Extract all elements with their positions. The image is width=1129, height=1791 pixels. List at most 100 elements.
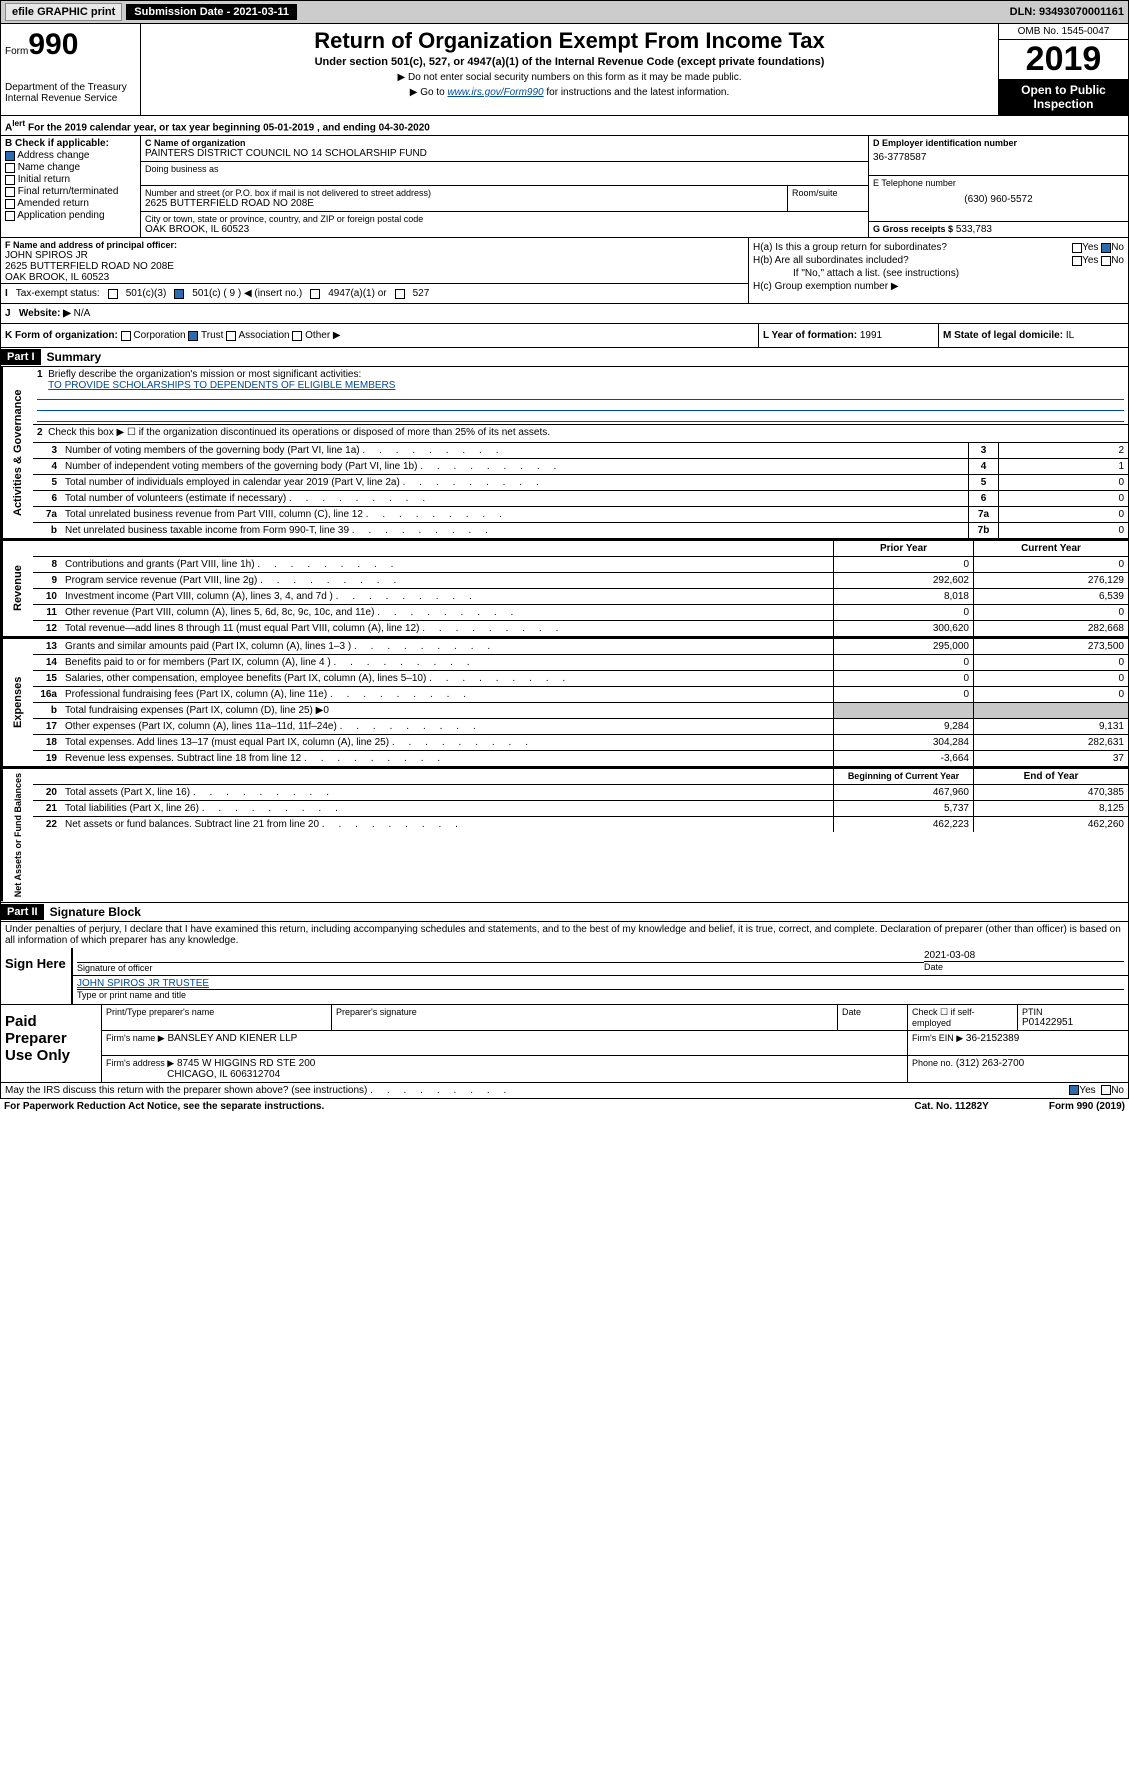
officer-name: JOHN SPIROS JR (5, 250, 744, 261)
name-title-label: Type or print name and title (77, 989, 1124, 1000)
table-row: 12Total revenue—add lines 8 through 11 (… (33, 621, 1128, 636)
firm-phone: (312) 263-2700 (956, 1058, 1024, 1069)
corp-checkbox[interactable] (121, 331, 131, 341)
table-row: 15Salaries, other compensation, employee… (33, 671, 1128, 687)
officer-addr1: 2625 BUTTERFIELD ROAD NO 208E (5, 261, 744, 272)
form-label: Form (5, 46, 28, 57)
table-row: 14Benefits paid to or for members (Part … (33, 655, 1128, 671)
discuss-yes[interactable] (1069, 1085, 1079, 1095)
org-name: PAINTERS DISTRICT COUNCIL NO 14 SCHOLARS… (145, 148, 864, 159)
year-range: Alert For the 2019 calendar year, or tax… (0, 116, 1129, 136)
opt-assoc: Association (238, 330, 289, 341)
table-row: 10Investment income (Part VIII, column (… (33, 589, 1128, 605)
efile-btn[interactable]: efile GRAPHIC print (5, 3, 122, 21)
firm-name-label: Firm's name ▶ (106, 1033, 165, 1043)
table-row: 13Grants and similar amounts paid (Part … (33, 639, 1128, 655)
check-final-return-terminated[interactable] (5, 187, 15, 197)
officer-typed-name: JOHN SPIROS JR TRUSTEE (77, 978, 1124, 989)
check-self: Check ☐ if self-employed (908, 1005, 1018, 1030)
website-value: N/A (74, 308, 91, 319)
note2-post: for instructions and the latest informat… (544, 87, 730, 98)
end-year-header: End of Year (973, 769, 1128, 784)
expenses-section: Expenses 13Grants and similar amounts pa… (0, 637, 1129, 767)
501c-checkbox[interactable] (174, 289, 184, 299)
revenue-label: Revenue (1, 541, 33, 636)
opt-other: Other ▶ (305, 330, 340, 341)
table-row: 11Other revenue (Part VIII, column (A), … (33, 605, 1128, 621)
signature-section: Under penalties of perjury, I declare th… (0, 922, 1129, 1005)
telephone: (630) 960-5572 (873, 194, 1124, 205)
officer-label: F Name and address of principal officer: (5, 240, 744, 250)
org-name-label: C Name of organization (145, 138, 864, 148)
table-row: 16aProfessional fundraising fees (Part I… (33, 687, 1128, 703)
mission-text: TO PROVIDE SCHOLARSHIPS TO DEPENDENTS OF… (48, 380, 395, 391)
check-application-pending[interactable] (5, 211, 15, 221)
501c3-checkbox[interactable] (108, 289, 118, 299)
footer-left: For Paperwork Reduction Act Notice, see … (4, 1101, 324, 1112)
tax-year: 2019 (999, 40, 1128, 79)
part1-title: Summary (41, 348, 108, 366)
opt-corp: Corporation (133, 330, 185, 341)
table-row: 21Total liabilities (Part X, line 26)5,7… (33, 801, 1128, 817)
gross-label: G Gross receipts $ (873, 224, 953, 234)
527-checkbox[interactable] (395, 289, 405, 299)
check-address-change[interactable] (5, 151, 15, 161)
ha-yes[interactable] (1072, 243, 1082, 253)
hb-no[interactable] (1101, 256, 1111, 266)
prior-year-header: Prior Year (833, 541, 973, 556)
part1-header: Part I (1, 349, 41, 365)
irs-link[interactable]: www.irs.gov/Form990 (447, 87, 543, 98)
net-assets-section: Net Assets or Fund Balances Beginning of… (0, 767, 1129, 902)
discuss-no[interactable] (1101, 1085, 1111, 1095)
ha-no[interactable] (1101, 243, 1111, 253)
form-note1: ▶ Do not enter social security numbers o… (149, 72, 990, 83)
city-label: City or town, state or province, country… (145, 214, 864, 224)
street-address: 2625 BUTTERFIELD ROAD NO 208E (145, 198, 783, 209)
year-formation-label: L Year of formation: (763, 330, 857, 341)
check-amended-return[interactable] (5, 199, 15, 209)
city-state-zip: OAK BROOK, IL 60523 (145, 224, 864, 235)
tel-label: E Telephone number (873, 178, 1124, 188)
table-row: 8Contributions and grants (Part VIII, li… (33, 557, 1128, 573)
line1-label: Briefly describe the organization's miss… (48, 369, 361, 380)
submission-date: Submission Date - 2021-03-11 (126, 4, 297, 20)
sig-date: 2021-03-08 (924, 950, 1124, 961)
table-row: 6Total number of volunteers (estimate if… (33, 491, 1128, 507)
paid-preparer-label: Paid Preparer Use Only (1, 1005, 101, 1082)
other-checkbox[interactable] (292, 331, 302, 341)
state-domicile: IL (1066, 330, 1074, 341)
table-row: 3Number of voting members of the governi… (33, 443, 1128, 459)
trust-checkbox[interactable] (188, 331, 198, 341)
check-initial-return[interactable] (5, 175, 15, 185)
room-label: Room/suite (792, 188, 864, 198)
governance-section: Activities & Governance 1 Briefly descri… (0, 367, 1129, 539)
tax-status-label: Tax-exempt status: (16, 288, 100, 299)
net-assets-label: Net Assets or Fund Balances (1, 769, 33, 901)
section-b-label: B Check if applicable: (5, 138, 136, 149)
k-label: K Form of organization: (5, 330, 118, 341)
opt-4947: 4947(a)(1) or (328, 288, 386, 299)
table-row: 9Program service revenue (Part VIII, lin… (33, 573, 1128, 589)
gross-receipts: 533,783 (956, 224, 992, 235)
prep-sig-label: Preparer's signature (336, 1007, 833, 1017)
hb-label: H(b) Are all subordinates included? (753, 255, 909, 266)
paid-preparer-section: Paid Preparer Use Only Print/Type prepar… (0, 1005, 1129, 1083)
expenses-label: Expenses (1, 639, 33, 766)
form-note2: ▶ Go to www.irs.gov/Form990 for instruct… (149, 87, 990, 98)
hb-yes[interactable] (1072, 256, 1082, 266)
4947-checkbox[interactable] (310, 289, 320, 299)
footer: For Paperwork Reduction Act Notice, see … (0, 1099, 1129, 1114)
open-public-badge: Open to Public Inspection (999, 79, 1128, 115)
table-row: 19Revenue less expenses. Subtract line 1… (33, 751, 1128, 766)
part2-title: Signature Block (44, 903, 147, 921)
form-header: Form990 Department of the Treasury Inter… (0, 24, 1129, 116)
form-title: Return of Organization Exempt From Incom… (149, 28, 990, 54)
year-formation: 1991 (860, 330, 882, 341)
current-year-header: Current Year (973, 541, 1128, 556)
firm-addr-label: Firm's address ▶ (106, 1058, 174, 1068)
ein-label: D Employer identification number (873, 138, 1124, 148)
assoc-checkbox[interactable] (226, 331, 236, 341)
opt-501c: 501(c) ( 9 ) ◀ (insert no.) (192, 288, 302, 299)
omb-number: OMB No. 1545-0047 (999, 24, 1128, 40)
check-name-change[interactable] (5, 163, 15, 173)
